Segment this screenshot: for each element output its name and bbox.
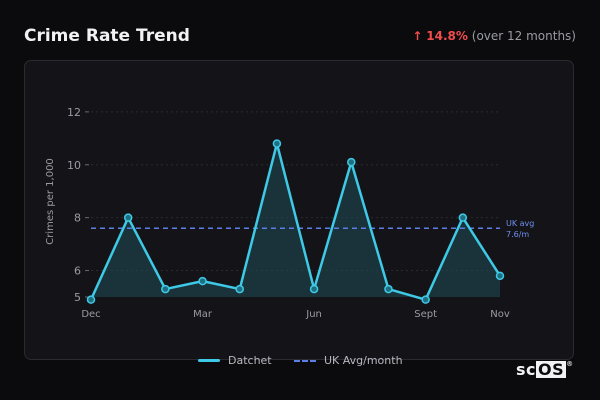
data-point: [123, 213, 133, 222]
logo-prefix: sc: [516, 360, 537, 379]
data-point: [86, 295, 96, 304]
data-point: [495, 271, 505, 281]
data-point: [421, 295, 430, 304]
legend-swatch-dashed: [294, 359, 316, 362]
data-point: [235, 284, 244, 294]
data-point: [309, 284, 319, 294]
data-point: [458, 213, 468, 222]
logo-boxed: OS: [536, 360, 567, 379]
series-area-datchet: [91, 143, 500, 300]
x-tick-label: Dec: [81, 309, 100, 320]
scos-logo: sc OS ®: [516, 360, 574, 379]
x-tick-label: Mar: [193, 309, 213, 320]
legend-label-datchet: Datchet: [228, 354, 272, 367]
data-point: [161, 284, 170, 294]
data-point: [384, 284, 393, 294]
chart-title: Crime Rate Trend: [24, 26, 190, 46]
legend-item-uk-avg[interactable]: UK Avg/month: [294, 354, 403, 367]
legend-label-uk-avg: UK Avg/month: [324, 354, 403, 367]
legend-swatch-solid: [198, 359, 220, 362]
uk-average-label: UK avg: [506, 219, 534, 228]
data-point: [198, 276, 207, 286]
chart-panel: [24, 60, 574, 360]
legend-item-datchet[interactable]: Datchet: [198, 354, 272, 367]
x-tick-label: Nov: [490, 309, 510, 320]
x-tick-label: Sept: [414, 309, 437, 320]
change-indicator: ↑ 14.8% (over 12 months): [412, 29, 576, 43]
chart-legend: Datchet UK Avg/month: [0, 354, 600, 370]
y-axis-label: Crimes per 1,000: [45, 158, 56, 245]
data-point: [272, 139, 282, 148]
change-percentage: 14.8%: [426, 29, 468, 43]
y-tick-label: 5: [74, 291, 81, 304]
logo-registered-mark: ®: [566, 360, 574, 368]
x-tick-label: Jun: [305, 309, 322, 320]
trend-up-icon: ↑: [412, 29, 423, 43]
series-line-datchet: [89, 142, 502, 301]
y-tick-label: 8: [74, 212, 81, 225]
y-tick-label: 12: [67, 106, 81, 119]
data-point: [347, 157, 356, 167]
y-tick-label: 10: [67, 159, 81, 172]
change-period: (over 12 months): [471, 29, 576, 43]
y-tick-label: 6: [74, 265, 81, 278]
uk-average-value-label: 7.6/m: [506, 230, 529, 239]
